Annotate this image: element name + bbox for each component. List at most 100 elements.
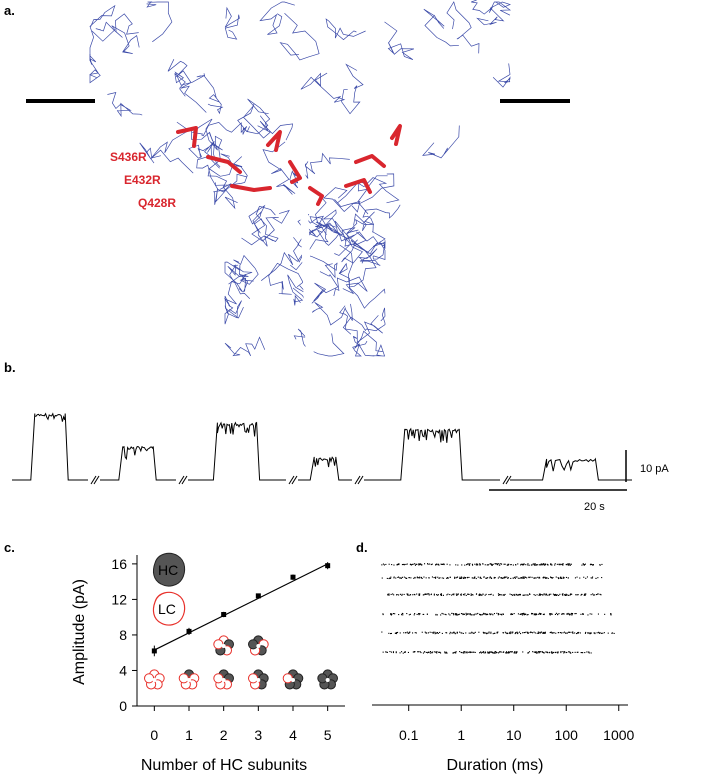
backbone-strand (188, 141, 215, 159)
backbone-strand (357, 248, 381, 266)
d-data-point (591, 577, 593, 579)
d-data-point (429, 631, 431, 633)
d-data-point (427, 651, 429, 653)
d-data-point (429, 651, 431, 653)
d-data-point (424, 593, 426, 595)
d-data-point (431, 563, 433, 565)
d-data-point (557, 651, 559, 653)
d-data-point (439, 651, 441, 653)
d-data-point (493, 576, 495, 578)
d-data-point (577, 632, 579, 634)
d-data-point (563, 652, 565, 654)
backbone-strand (362, 204, 401, 233)
d-data-point (543, 563, 545, 565)
d-data-point (506, 632, 508, 634)
d-data-point (590, 563, 592, 565)
d-data-point (488, 632, 490, 634)
d-data-point (413, 577, 415, 579)
d-data-point (409, 631, 411, 633)
d-data-point (486, 632, 488, 634)
d-data-point (534, 613, 536, 615)
d-data-point (398, 594, 400, 596)
d-data-point (401, 651, 403, 653)
d-data-point (453, 652, 455, 654)
d-data-point (466, 651, 468, 653)
d-data-point (475, 564, 477, 566)
backbone-strand (196, 156, 232, 193)
d-data-point (580, 594, 582, 596)
d-data-point (517, 577, 519, 579)
d-data-point (418, 564, 420, 566)
d-data-point (543, 651, 545, 653)
d-data-point (497, 593, 499, 595)
d-data-point (419, 593, 421, 595)
d-data-point (489, 563, 491, 565)
d-data-point (527, 652, 529, 654)
d-data-point (510, 614, 512, 616)
d-data-point (462, 613, 464, 615)
d-data-point (517, 563, 519, 565)
d-data-point (409, 563, 411, 565)
d-data-point (519, 613, 521, 615)
d-data-point (560, 576, 562, 578)
d-data-point (489, 594, 491, 596)
d-data-point (415, 563, 417, 565)
d-data-point (530, 631, 532, 633)
d-data-point (565, 563, 567, 565)
d-data-point (516, 594, 518, 596)
d-data-point (491, 564, 493, 566)
d-data-point (460, 594, 462, 596)
d-data-point (435, 614, 437, 616)
c-x-tick-label: 1 (185, 727, 193, 743)
d-data-point (413, 614, 415, 616)
d-data-point (402, 613, 404, 615)
d-data-point (506, 652, 508, 654)
d-data-point (504, 563, 506, 565)
d-data-point (448, 613, 450, 615)
backbone-strand (89, 4, 116, 65)
d-data-point (566, 613, 568, 615)
d-data-point (526, 577, 528, 579)
d-data-point (607, 632, 609, 634)
d-data-point (479, 613, 481, 615)
d-data-point (532, 613, 534, 615)
d-data-point (584, 594, 586, 596)
d-data-point (480, 652, 482, 654)
d-data-point (503, 594, 505, 596)
d-data-point (581, 593, 583, 595)
d-data-point (393, 564, 395, 566)
d-data-point (484, 613, 486, 615)
d-data-point (586, 576, 588, 578)
d-data-point (416, 593, 418, 595)
d-data-point (566, 594, 568, 596)
d-data-point (460, 613, 462, 615)
d-data-point (401, 576, 403, 578)
d-data-point (557, 613, 559, 615)
d-data-point (404, 651, 406, 653)
d-data-point (554, 594, 556, 596)
d-data-point (464, 564, 466, 566)
d-data-point (449, 576, 451, 578)
d-data-point (500, 563, 502, 565)
d-data-point (597, 593, 599, 595)
pore-center (256, 678, 261, 682)
trace-break (181, 475, 188, 485)
d-data-point (560, 651, 562, 653)
d-data-point (447, 577, 449, 579)
d-data-point (523, 564, 525, 566)
d-data-point (464, 577, 466, 579)
d-data-point (468, 564, 470, 566)
d-data-point (531, 576, 533, 578)
d-data-point (554, 594, 556, 596)
panel-label-c: c. (4, 540, 15, 555)
d-data-point (564, 651, 566, 653)
d-data-point (506, 564, 508, 566)
d-data-point (449, 614, 451, 616)
d-data-point (546, 651, 548, 653)
d-data-point (595, 577, 597, 579)
d-data-point (530, 564, 532, 566)
backbone-strand (95, 13, 139, 38)
d-data-point (420, 652, 422, 654)
backbone-strand (492, 63, 511, 88)
duration-chart: 0.1 1 10 100 1000 Duration (ms) (372, 563, 635, 774)
